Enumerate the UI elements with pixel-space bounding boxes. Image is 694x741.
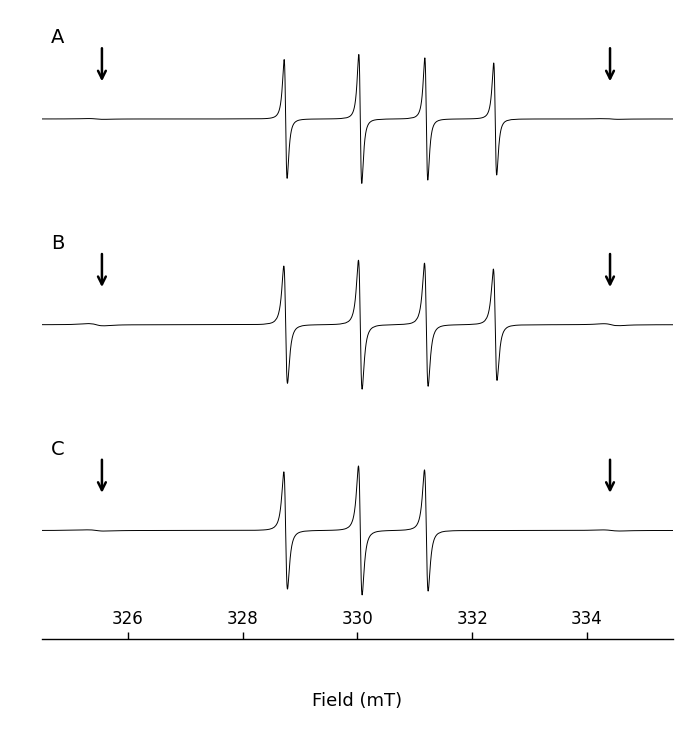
Text: Field (mT): Field (mT)	[312, 691, 403, 710]
Text: B: B	[51, 234, 65, 253]
Text: C: C	[51, 439, 65, 459]
Text: A: A	[51, 28, 65, 47]
